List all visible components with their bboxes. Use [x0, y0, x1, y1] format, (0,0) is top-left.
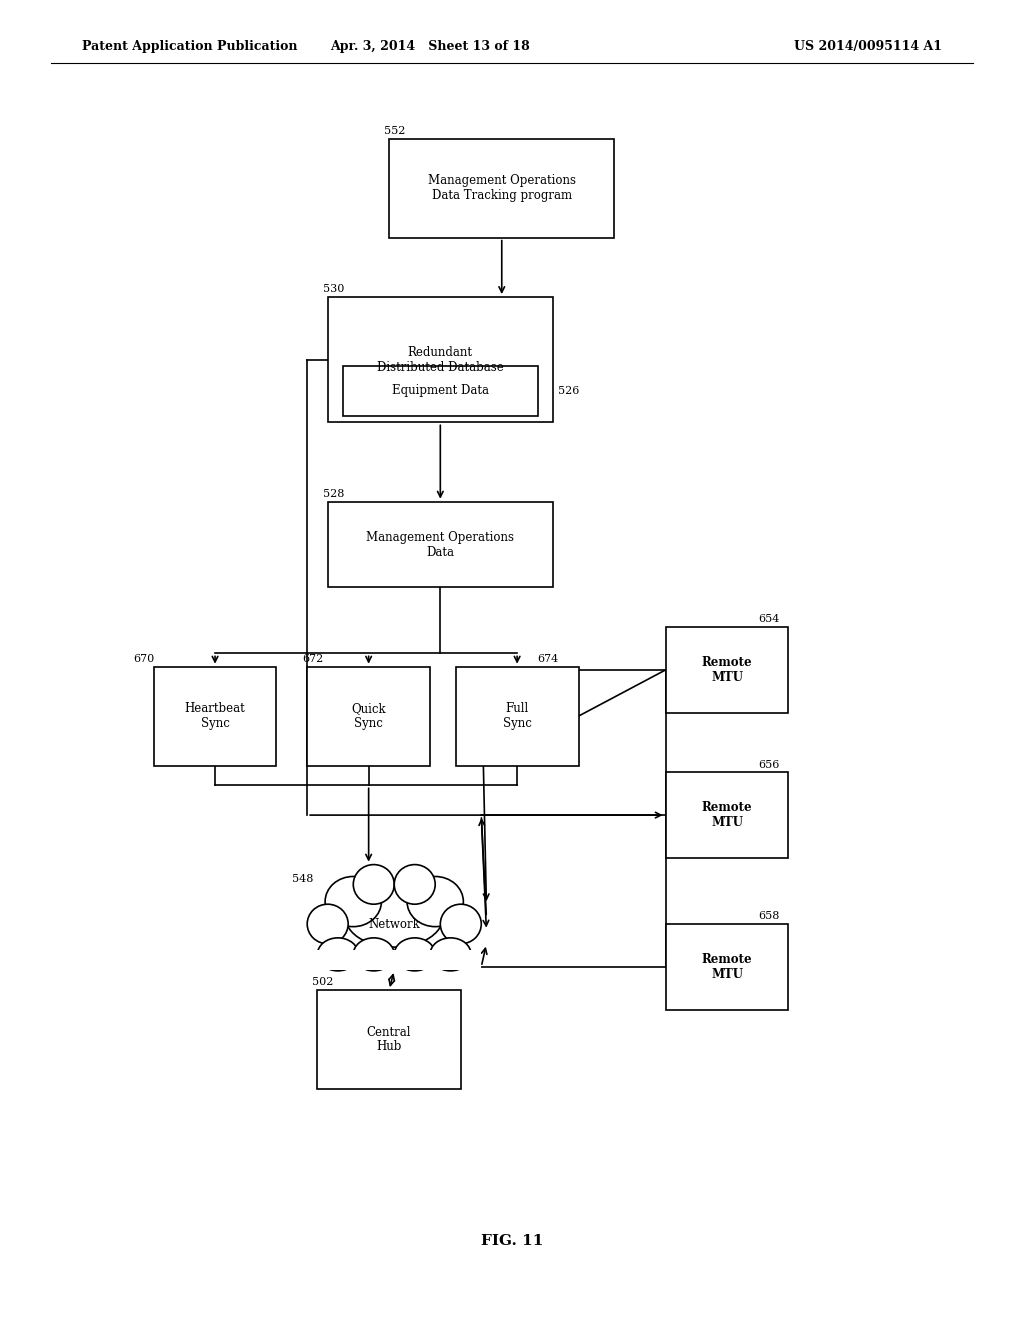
- Text: 670: 670: [133, 653, 155, 664]
- Text: 528: 528: [323, 488, 344, 499]
- Text: 548: 548: [292, 874, 313, 884]
- Text: 674: 674: [538, 653, 559, 664]
- Ellipse shape: [346, 888, 442, 948]
- Text: 672: 672: [302, 653, 324, 664]
- Ellipse shape: [440, 904, 481, 944]
- Text: Remote
MTU: Remote MTU: [701, 953, 753, 981]
- Text: Network: Network: [369, 917, 420, 931]
- Text: US 2014/0095114 A1: US 2014/0095114 A1: [794, 40, 942, 53]
- Text: Remote
MTU: Remote MTU: [701, 656, 753, 684]
- FancyBboxPatch shape: [317, 990, 461, 1089]
- Text: 654: 654: [758, 614, 779, 624]
- Ellipse shape: [394, 865, 435, 904]
- Text: Central
Hub: Central Hub: [367, 1026, 412, 1053]
- FancyBboxPatch shape: [666, 924, 788, 1010]
- Text: Full
Sync: Full Sync: [503, 702, 531, 730]
- Text: Remote
MTU: Remote MTU: [701, 801, 753, 829]
- FancyBboxPatch shape: [307, 667, 430, 766]
- Ellipse shape: [430, 937, 471, 972]
- Text: Redundant
Distributed Database: Redundant Distributed Database: [377, 346, 504, 374]
- FancyBboxPatch shape: [456, 667, 579, 766]
- Ellipse shape: [353, 937, 394, 972]
- Text: 526: 526: [558, 385, 580, 396]
- FancyBboxPatch shape: [666, 627, 788, 713]
- Text: Equipment Data: Equipment Data: [392, 384, 488, 397]
- Text: Apr. 3, 2014   Sheet 13 of 18: Apr. 3, 2014 Sheet 13 of 18: [330, 40, 530, 53]
- FancyBboxPatch shape: [343, 366, 538, 416]
- Text: Heartbeat
Sync: Heartbeat Sync: [184, 702, 246, 730]
- Text: 530: 530: [323, 284, 344, 294]
- Text: 502: 502: [312, 977, 334, 987]
- Text: Management Operations
Data Tracking program: Management Operations Data Tracking prog…: [428, 174, 575, 202]
- Ellipse shape: [307, 904, 348, 944]
- Ellipse shape: [407, 876, 463, 927]
- FancyBboxPatch shape: [389, 139, 614, 238]
- Ellipse shape: [353, 865, 394, 904]
- FancyBboxPatch shape: [666, 772, 788, 858]
- FancyBboxPatch shape: [328, 297, 553, 422]
- Ellipse shape: [317, 937, 358, 972]
- Text: 552: 552: [384, 125, 406, 136]
- Text: 658: 658: [758, 911, 779, 921]
- FancyBboxPatch shape: [328, 502, 553, 587]
- Text: 656: 656: [758, 759, 779, 770]
- FancyBboxPatch shape: [154, 667, 276, 766]
- Ellipse shape: [326, 876, 382, 927]
- Text: Management Operations
Data: Management Operations Data: [367, 531, 514, 558]
- Ellipse shape: [394, 937, 435, 972]
- Bar: [307, 950, 481, 970]
- Text: FIG. 11: FIG. 11: [481, 1234, 543, 1247]
- Text: Patent Application Publication: Patent Application Publication: [82, 40, 297, 53]
- Text: Quick
Sync: Quick Sync: [351, 702, 386, 730]
